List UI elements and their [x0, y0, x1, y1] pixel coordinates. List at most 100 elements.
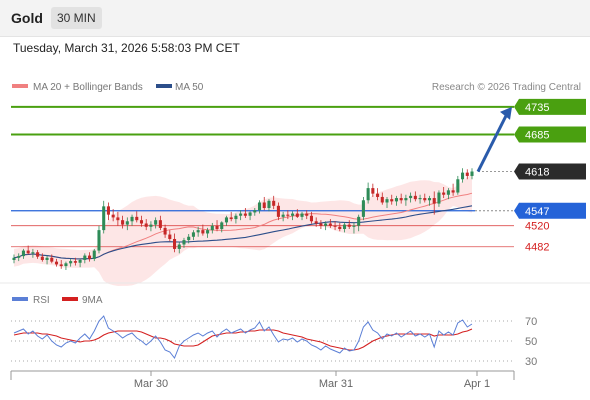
- candle-body: [347, 224, 351, 227]
- candle: [399, 193, 403, 204]
- candle-body: [69, 261, 73, 264]
- candle: [106, 202, 110, 221]
- candle: [73, 257, 77, 266]
- candle: [144, 219, 148, 231]
- candle: [319, 220, 323, 230]
- candle: [371, 183, 375, 197]
- candle-body: [168, 234, 172, 239]
- bollinger-band: [14, 173, 472, 286]
- candle: [168, 230, 172, 242]
- candle: [116, 211, 120, 226]
- candle-body: [215, 225, 219, 230]
- forecast-arrow-head: [500, 106, 512, 120]
- candle-body: [12, 257, 16, 260]
- timeframe-button[interactable]: 30 MIN: [51, 7, 102, 29]
- candle: [69, 258, 73, 267]
- candle: [333, 221, 337, 231]
- candle-body: [366, 188, 370, 201]
- candle: [352, 222, 356, 234]
- candle: [78, 258, 82, 268]
- candle-body: [102, 206, 106, 231]
- candle: [135, 211, 139, 223]
- candle-body: [139, 220, 144, 224]
- candle: [215, 220, 219, 232]
- candle: [342, 222, 347, 233]
- candle: [125, 217, 129, 231]
- candle-body: [291, 213, 295, 216]
- candle-body: [248, 212, 252, 216]
- candle: [26, 245, 30, 255]
- candle-body: [17, 256, 21, 258]
- candle-body: [456, 179, 460, 193]
- candle: [177, 242, 181, 254]
- level-badge-4735: [514, 98, 586, 115]
- candle-body: [173, 238, 177, 249]
- candle-body: [300, 213, 304, 217]
- candle: [40, 253, 44, 262]
- forecast-arrow-shaft: [476, 113, 509, 173]
- candle-body: [461, 172, 465, 180]
- candle: [201, 224, 205, 236]
- candle-body: [371, 188, 375, 194]
- candle: [461, 168, 465, 183]
- candle: [220, 221, 224, 233]
- candle-body: [163, 227, 167, 235]
- candle-body: [427, 198, 432, 201]
- candle: [291, 211, 295, 221]
- candle: [324, 221, 328, 231]
- x-tick-label: Apr 1: [464, 378, 490, 390]
- candle: [97, 225, 101, 254]
- candle-body: [267, 200, 271, 209]
- candle: [470, 168, 474, 180]
- candle-body: [442, 192, 446, 195]
- candle: [380, 192, 384, 205]
- level-label-4547: 4547: [525, 206, 549, 218]
- candle-body: [376, 193, 380, 197]
- level-badge-4685: [514, 126, 586, 143]
- candle: [432, 191, 436, 215]
- candle: [427, 195, 432, 206]
- candle: [130, 214, 134, 226]
- candle-body: [423, 198, 427, 201]
- candle: [102, 200, 106, 234]
- candle-body: [21, 250, 25, 257]
- candle-body: [196, 230, 200, 233]
- candle: [394, 195, 398, 206]
- candle-body: [73, 261, 77, 263]
- candle-body: [149, 224, 153, 227]
- candle-body: [328, 223, 332, 226]
- candle-body: [446, 190, 450, 195]
- candle-body: [158, 220, 162, 228]
- candle: [45, 255, 49, 265]
- candle-body: [106, 206, 110, 215]
- candle-body: [234, 215, 238, 220]
- candle: [54, 258, 59, 267]
- legend-rsi-label: RSI: [33, 295, 50, 306]
- candle: [446, 188, 450, 200]
- candle: [243, 208, 247, 218]
- candle: [163, 224, 167, 238]
- level-label-4482: 4482: [525, 242, 549, 254]
- candle: [437, 190, 441, 207]
- candle-body: [54, 261, 59, 265]
- candle: [50, 254, 54, 264]
- candle: [92, 248, 96, 262]
- candle: [196, 226, 200, 237]
- candle-body: [187, 236, 191, 241]
- candle: [191, 230, 195, 241]
- rsi-tick-70: 70: [525, 316, 537, 328]
- candle-body: [83, 255, 87, 260]
- candle-body: [36, 252, 40, 257]
- candle-body: [206, 230, 210, 234]
- candle: [385, 196, 389, 209]
- candle: [376, 188, 380, 201]
- candle-body: [64, 263, 68, 267]
- candle-body: [399, 198, 403, 201]
- candle: [187, 234, 191, 244]
- candle: [206, 227, 210, 238]
- candle: [361, 196, 365, 221]
- candle-body: [333, 225, 337, 227]
- legend-ma50-label: MA 50: [175, 82, 204, 93]
- candle: [262, 196, 266, 211]
- candle: [295, 209, 299, 218]
